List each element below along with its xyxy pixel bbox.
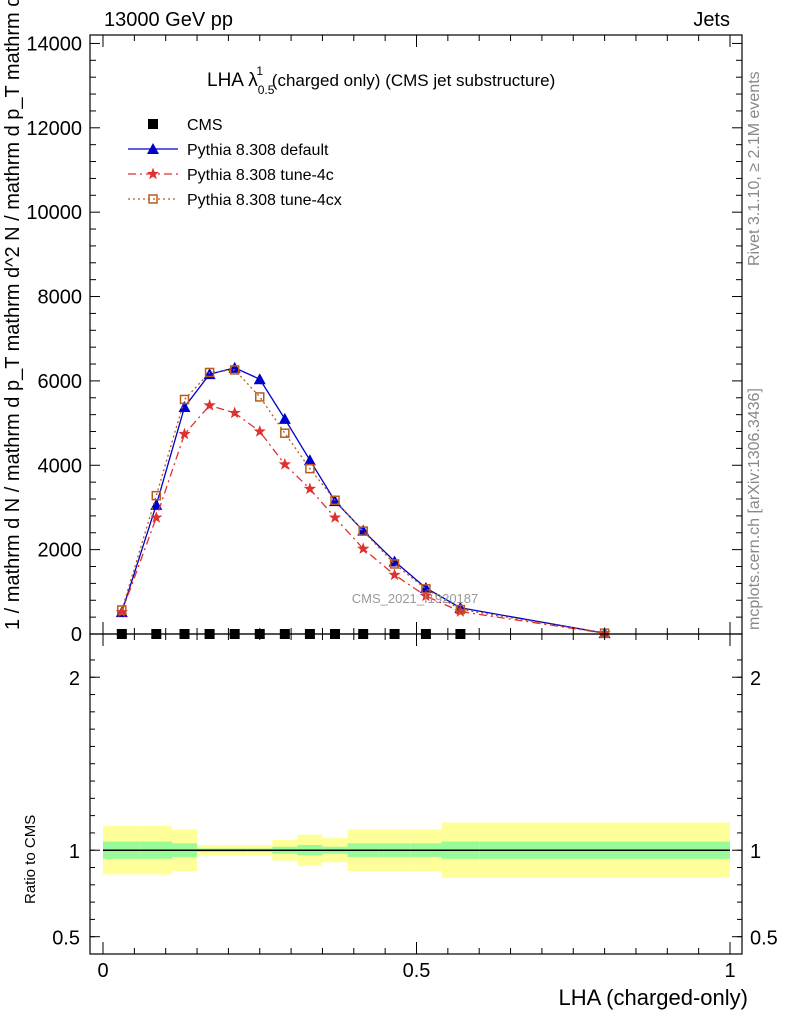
legend-marker — [148, 194, 158, 204]
main-y-tick-label: 4000 — [38, 455, 83, 477]
plot-title-rest: (charged only) (CMS jet substructure) — [267, 71, 555, 90]
legend-marker — [148, 119, 158, 129]
x-tick-label: 0 — [97, 960, 108, 982]
header-left-label: 13000 GeV pp — [104, 9, 233, 31]
main-y-tick-label: 6000 — [38, 371, 83, 393]
legend-label: CMS — [187, 117, 223, 134]
ratio-y-tick-label-right: 0.5 — [750, 928, 778, 950]
series-point — [278, 457, 291, 470]
series-point — [388, 555, 401, 567]
series-point — [178, 427, 191, 440]
legend-label: Pythia 8.308 tune-4cx — [187, 192, 342, 209]
analysis-watermark: CMS_2021_I1920187 — [352, 591, 479, 606]
legend-label: Pythia 8.308 tune-4c — [187, 167, 334, 184]
series-point — [303, 454, 316, 466]
main-y-tick-label: 14000 — [26, 33, 82, 55]
plot-title-sup: 1 — [256, 64, 263, 78]
main-y-tick-label: 8000 — [38, 287, 83, 309]
ratio-y-tick-label-right: 1 — [750, 841, 761, 863]
series-line — [121, 404, 605, 634]
ratio-y-tick-label: 1 — [69, 841, 80, 863]
legend-label: Pythia 8.308 default — [187, 142, 329, 159]
ratio-plot-frame — [89, 633, 743, 955]
ratio-y-tick-label-right: 2 — [750, 668, 761, 690]
series-point — [388, 568, 401, 581]
series-point — [253, 425, 266, 437]
series-point — [303, 482, 317, 495]
series-point — [389, 559, 400, 569]
series-point — [357, 524, 370, 536]
series-point — [280, 428, 290, 438]
series-point — [228, 406, 241, 419]
series-point — [455, 604, 466, 615]
series-point — [178, 401, 191, 413]
main-y-tick-label: 0 — [71, 624, 82, 646]
x-tick-label: 1 — [724, 960, 735, 982]
header-right-label: Jets — [693, 9, 730, 31]
series-point — [278, 412, 291, 424]
legend-marker — [147, 143, 159, 154]
legend-marker — [146, 167, 160, 180]
plot-title-sub: 0.5 — [258, 83, 275, 97]
series-point — [255, 392, 265, 402]
x-tick-label: 0.5 — [403, 960, 431, 982]
series-point — [228, 361, 241, 373]
main-y-tick-label: 2000 — [38, 540, 83, 562]
legend: CMS Pythia 8.308 default Pythia 8.308 tune… — [128, 117, 342, 209]
series-point — [421, 584, 431, 594]
main-y-tick-label: 10000 — [26, 202, 82, 224]
series-point — [179, 394, 190, 405]
series-point — [229, 365, 240, 375]
series-point — [328, 511, 342, 523]
series-point — [115, 605, 128, 618]
main-y-tick-label: 12000 — [26, 118, 82, 140]
plot-title: LHA λ0.5 1 (charged only) (CMS jet substr… — [207, 64, 555, 97]
series-point — [151, 490, 162, 501]
series-open-square — [117, 365, 610, 638]
series-point — [419, 589, 433, 602]
series-point — [419, 582, 432, 594]
series-point — [330, 495, 340, 506]
series-point — [454, 605, 467, 617]
series-point — [357, 542, 370, 554]
series-point — [253, 373, 266, 385]
series-point — [203, 398, 216, 411]
ratio-y-tick-label: 2 — [69, 668, 80, 690]
series-point — [358, 526, 368, 536]
series-star — [115, 398, 611, 639]
plot-title-main: LHA λ — [207, 70, 258, 91]
series-point — [204, 367, 215, 378]
x-axis-label: LHA (charged-only) — [558, 985, 748, 1010]
series-point — [150, 511, 163, 523]
axis-ticks-group: 0 2000 4000 6000 8000 10000 12000 14000 0.5 0.5 1 1… — [26, 33, 777, 982]
series-point — [117, 605, 127, 615]
series-point — [305, 463, 315, 474]
ratio-y-tick-label: 0.5 — [52, 928, 80, 950]
